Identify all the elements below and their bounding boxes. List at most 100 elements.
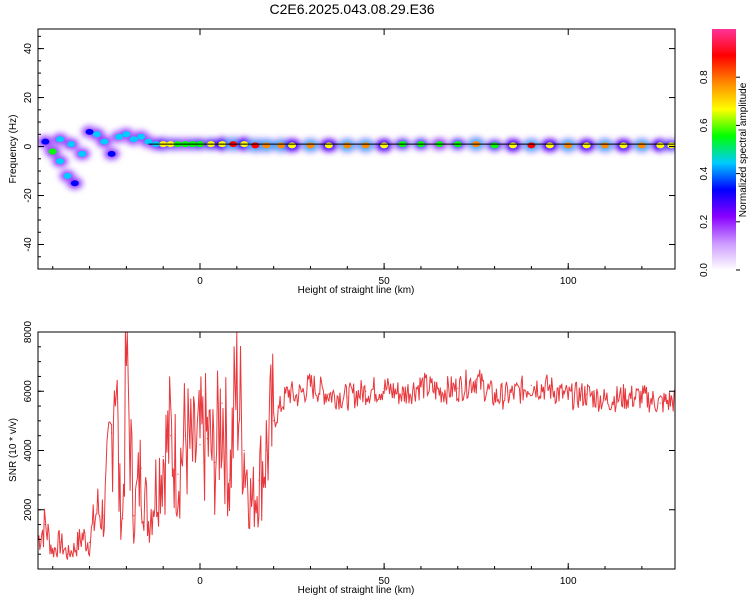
spectrogram-data <box>38 124 675 191</box>
chart-title: C2E6.2025.043.08.29.E36 <box>269 1 434 17</box>
snr-point <box>59 541 61 543</box>
spectral-blob <box>361 142 370 149</box>
snr-ticks: 0 50 100 8000 6000 4000 2000 <box>23 320 675 587</box>
colorbar-tick-label: 0.8 <box>699 70 710 84</box>
colorbar-ticks: 0.0 0.2 0.4 0.6 0.8 <box>699 70 740 277</box>
y-tick-label: 2000 <box>23 498 34 521</box>
spectral-blob <box>122 131 131 138</box>
x-tick-label: 100 <box>560 276 577 287</box>
snr-point <box>66 553 69 555</box>
spectrogram-frame <box>37 28 676 270</box>
snr-point <box>512 393 514 395</box>
spectral-blob <box>70 180 79 187</box>
snr-point <box>457 387 459 389</box>
spectral-blob <box>667 142 675 149</box>
x-tick-label: 50 <box>379 276 391 287</box>
snr-point <box>273 420 275 422</box>
snr-point <box>302 390 304 392</box>
snr-point <box>586 393 588 395</box>
snr-point <box>214 461 216 463</box>
snr-point <box>243 449 245 452</box>
snr-point <box>206 438 208 440</box>
colorbar-tick-label: 0.6 <box>699 118 710 132</box>
colorbar-gradient <box>712 29 736 270</box>
snr-point <box>52 550 54 552</box>
spectral-blob <box>85 128 94 135</box>
snr-point <box>177 473 179 475</box>
snr-x-axis-label: Height of straight line (km) <box>298 585 415 596</box>
snr-point <box>44 523 46 526</box>
snr-point <box>265 449 267 452</box>
spectral-blob <box>343 142 352 149</box>
snr-point <box>420 384 422 386</box>
spectral-blob <box>56 158 65 165</box>
spectral-blob <box>63 172 72 179</box>
spectrogram-ticks: 0 50 100 40 20 0 -20 -40 <box>23 29 675 287</box>
spectral-blob <box>107 150 116 157</box>
snr-point <box>475 378 477 380</box>
spectral-blob <box>144 138 153 145</box>
snr-point <box>228 479 231 481</box>
spectral-blob <box>288 142 297 149</box>
spectral-blob <box>545 142 554 149</box>
y-tick-label: 20 <box>23 92 34 104</box>
snr-point <box>365 390 367 392</box>
spectral-blob <box>380 142 389 149</box>
spectral-blob <box>619 142 628 149</box>
snr-panel: 0 50 100 8000 6000 4000 2000 Height of straigh… <box>8 320 676 596</box>
spectral-blob <box>527 142 536 149</box>
spectral-blob <box>277 142 286 149</box>
spectral-blob <box>67 141 76 148</box>
snr-point <box>81 535 83 538</box>
snr-point <box>493 396 496 398</box>
snr-point <box>549 387 551 389</box>
snr-point <box>641 396 643 398</box>
colorbar-tick-label: 0.2 <box>699 214 710 228</box>
snr-point <box>111 432 113 434</box>
y-tick-label: 4000 <box>23 439 34 462</box>
snr-point <box>295 396 297 398</box>
snr-point <box>221 402 223 404</box>
colorbar: 0.0 0.2 0.4 0.6 0.8 Normalized spectral ampl… <box>699 29 749 277</box>
x-tick-label: 50 <box>379 576 391 587</box>
snr-point <box>258 479 260 481</box>
spectral-blob <box>601 142 610 149</box>
spectral-blob <box>78 150 87 157</box>
spectral-blob <box>92 131 101 138</box>
spectral-blob <box>324 142 333 149</box>
y-tick-label: 40 <box>23 43 34 55</box>
snr-point <box>169 435 172 437</box>
spectral-blob <box>48 148 57 155</box>
spectral-blob <box>637 142 646 149</box>
snr-point <box>125 355 127 357</box>
snr-point <box>346 396 348 398</box>
snr-line <box>38 332 675 560</box>
y-tick-label: 8000 <box>23 320 34 343</box>
snr-point <box>287 390 289 392</box>
x-tick-label: 0 <box>197 276 203 287</box>
snr-point <box>659 402 661 404</box>
spectral-blob <box>656 142 665 149</box>
y-tick-label: 6000 <box>23 380 34 403</box>
spectral-blob <box>490 142 499 149</box>
snr-point <box>192 455 194 458</box>
snr-point <box>199 443 201 446</box>
snr-point <box>250 503 253 505</box>
snr-point <box>309 384 312 386</box>
snr-point <box>155 485 157 487</box>
snr-series <box>38 332 675 560</box>
snr-point <box>530 384 532 386</box>
colorbar-tick-label: 0.4 <box>699 166 710 180</box>
spectral-blob <box>100 138 109 145</box>
snr-point <box>133 515 135 517</box>
snr-point <box>328 393 330 395</box>
y-tick-label: -40 <box>23 237 34 252</box>
y-tick-label: -20 <box>23 188 34 203</box>
spectral-blob <box>129 136 138 143</box>
x-tick-label: 0 <box>197 576 203 587</box>
snr-point <box>567 396 569 398</box>
snr-point <box>383 387 385 389</box>
spectral-blob <box>306 142 315 149</box>
spectrogram-panel: 0 50 100 40 20 0 -20 -40 Height of straight lin… <box>8 28 676 296</box>
